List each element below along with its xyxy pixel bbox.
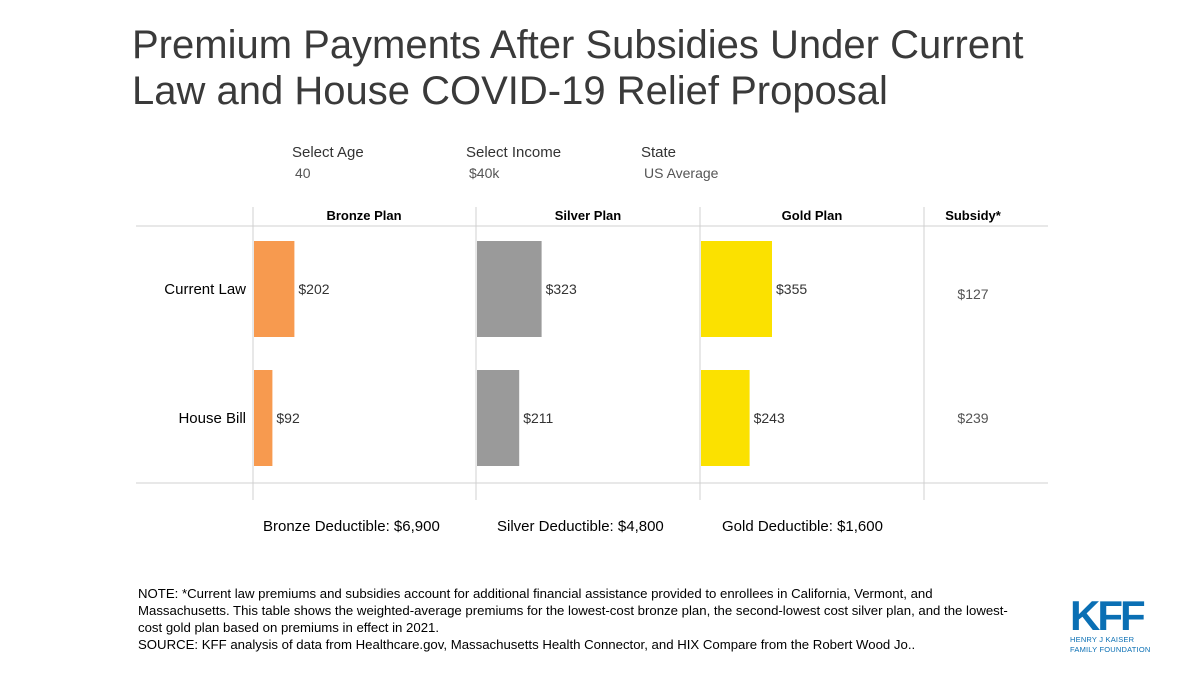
filter-income-label: Select Income xyxy=(466,144,562,161)
logo-line-1: HENRY J KAISER xyxy=(1070,635,1135,644)
bar-2-0 xyxy=(701,241,772,337)
bar-1-0 xyxy=(477,241,542,337)
bar-label-1-1: $211 xyxy=(523,410,553,426)
filter-state-value[interactable]: US Average xyxy=(644,165,719,181)
category-label-1: House Bill xyxy=(178,410,246,427)
filter-age-value[interactable]: 40 xyxy=(295,165,311,181)
kff-logo: KFF HENRY J KAISER FAMILY FOUNDATION xyxy=(1070,592,1160,654)
panel-header-2: Gold Plan xyxy=(782,208,843,223)
chart-title: Premium Payments After Subsidies Under C… xyxy=(132,22,1132,114)
bar-1-1 xyxy=(477,370,520,466)
bar-label-0-1: $92 xyxy=(276,410,300,426)
filter-age[interactable]: Select Age 40 xyxy=(292,144,364,181)
bar-0-0 xyxy=(254,241,295,337)
bar-label-2-0: $355 xyxy=(776,281,807,297)
silver-deductible: Silver Deductible: $4,800 xyxy=(497,518,664,535)
bronze-deductible: Bronze Deductible: $6,900 xyxy=(263,518,440,535)
source-text: SOURCE: KFF analysis of data from Health… xyxy=(138,637,916,652)
logo-mark: KFF xyxy=(1070,592,1146,639)
note-text: NOTE: *Current law premiums and subsidie… xyxy=(138,586,1008,635)
bar-label-2-1: $243 xyxy=(754,410,785,426)
filter-age-label: Select Age xyxy=(292,144,364,161)
subsidy-value-0: $127 xyxy=(957,286,988,302)
subsidy-value-1: $239 xyxy=(957,410,988,426)
title-line-1: Premium Payments After Subsidies Under C… xyxy=(132,23,1024,67)
bar-0-1 xyxy=(254,370,273,466)
subsidy-header: Subsidy* xyxy=(945,208,1002,223)
bar-label-0-0: $202 xyxy=(298,281,329,297)
title-line-2: Law and House COVID-19 Relief Proposal xyxy=(132,69,888,113)
filter-state-label: State xyxy=(641,144,677,161)
bar-2-1 xyxy=(701,370,750,466)
panel-header-0: Bronze Plan xyxy=(326,208,401,223)
category-label-0: Current Law xyxy=(164,281,246,298)
bar-label-1-0: $323 xyxy=(546,281,577,297)
footnote: NOTE: *Current law premiums and subsidie… xyxy=(138,585,1018,653)
logo-line-2: FAMILY FOUNDATION xyxy=(1070,645,1151,654)
gold-deductible: Gold Deductible: $1,600 xyxy=(722,518,883,535)
panel-header-1: Silver Plan xyxy=(555,208,622,223)
filter-income-value[interactable]: $40k xyxy=(469,165,500,181)
filter-state[interactable]: State US Average xyxy=(641,144,718,181)
filter-income[interactable]: Select Income $40k xyxy=(466,144,561,181)
